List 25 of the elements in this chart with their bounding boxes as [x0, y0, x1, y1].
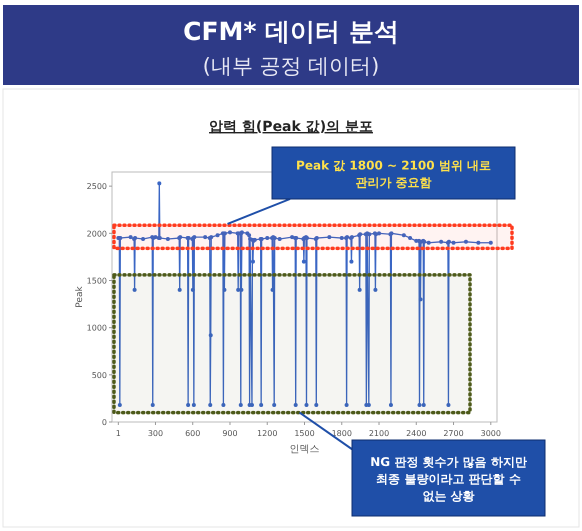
y-axis-title: Peak: [75, 286, 85, 308]
x-tick-label: 600: [185, 429, 200, 438]
x-tick-label: 1200: [257, 429, 278, 438]
chart-title: CFM* 데이터 분석: [183, 17, 399, 46]
x-tick-label: 2400: [406, 429, 426, 438]
y-tick-label: 1500: [86, 276, 107, 286]
x-tick-label: 2100: [368, 429, 390, 438]
callout: Peak 값 1800 ~ 2100 범위 내로 관리가 중요함: [227, 146, 516, 225]
y-tick-label: 2500: [86, 182, 107, 192]
annotation: NG 판정 횟수가 많음 하지만 최종 불량이라고 판단할 수 없는 상황: [370, 455, 527, 503]
x-tick-label: 1500: [294, 429, 315, 438]
x-axis-title: 인덱스: [290, 444, 320, 455]
x-tick-label: 2700: [443, 429, 464, 438]
x-tick-label: 900: [222, 429, 238, 438]
text: 압력 힘(Peak 값)의 분포: [209, 119, 373, 135]
y-tick-label: 0: [102, 418, 107, 427]
x-tick-label: 300: [148, 429, 164, 438]
y-tick-label: 2000: [86, 229, 107, 238]
x-tick-label: 3000: [480, 429, 501, 438]
chart-subtitle: (내부 공정 데이터): [202, 54, 380, 78]
x-tick-label: 1800: [332, 429, 352, 438]
y-tick-label: 500: [92, 370, 107, 380]
annotation: Peak 값 1800 ~ 2100 범위 내로 관리가 중요함: [296, 158, 491, 190]
y-tick-label: 1000: [86, 324, 107, 333]
x-tick-label: 1: [116, 429, 121, 438]
